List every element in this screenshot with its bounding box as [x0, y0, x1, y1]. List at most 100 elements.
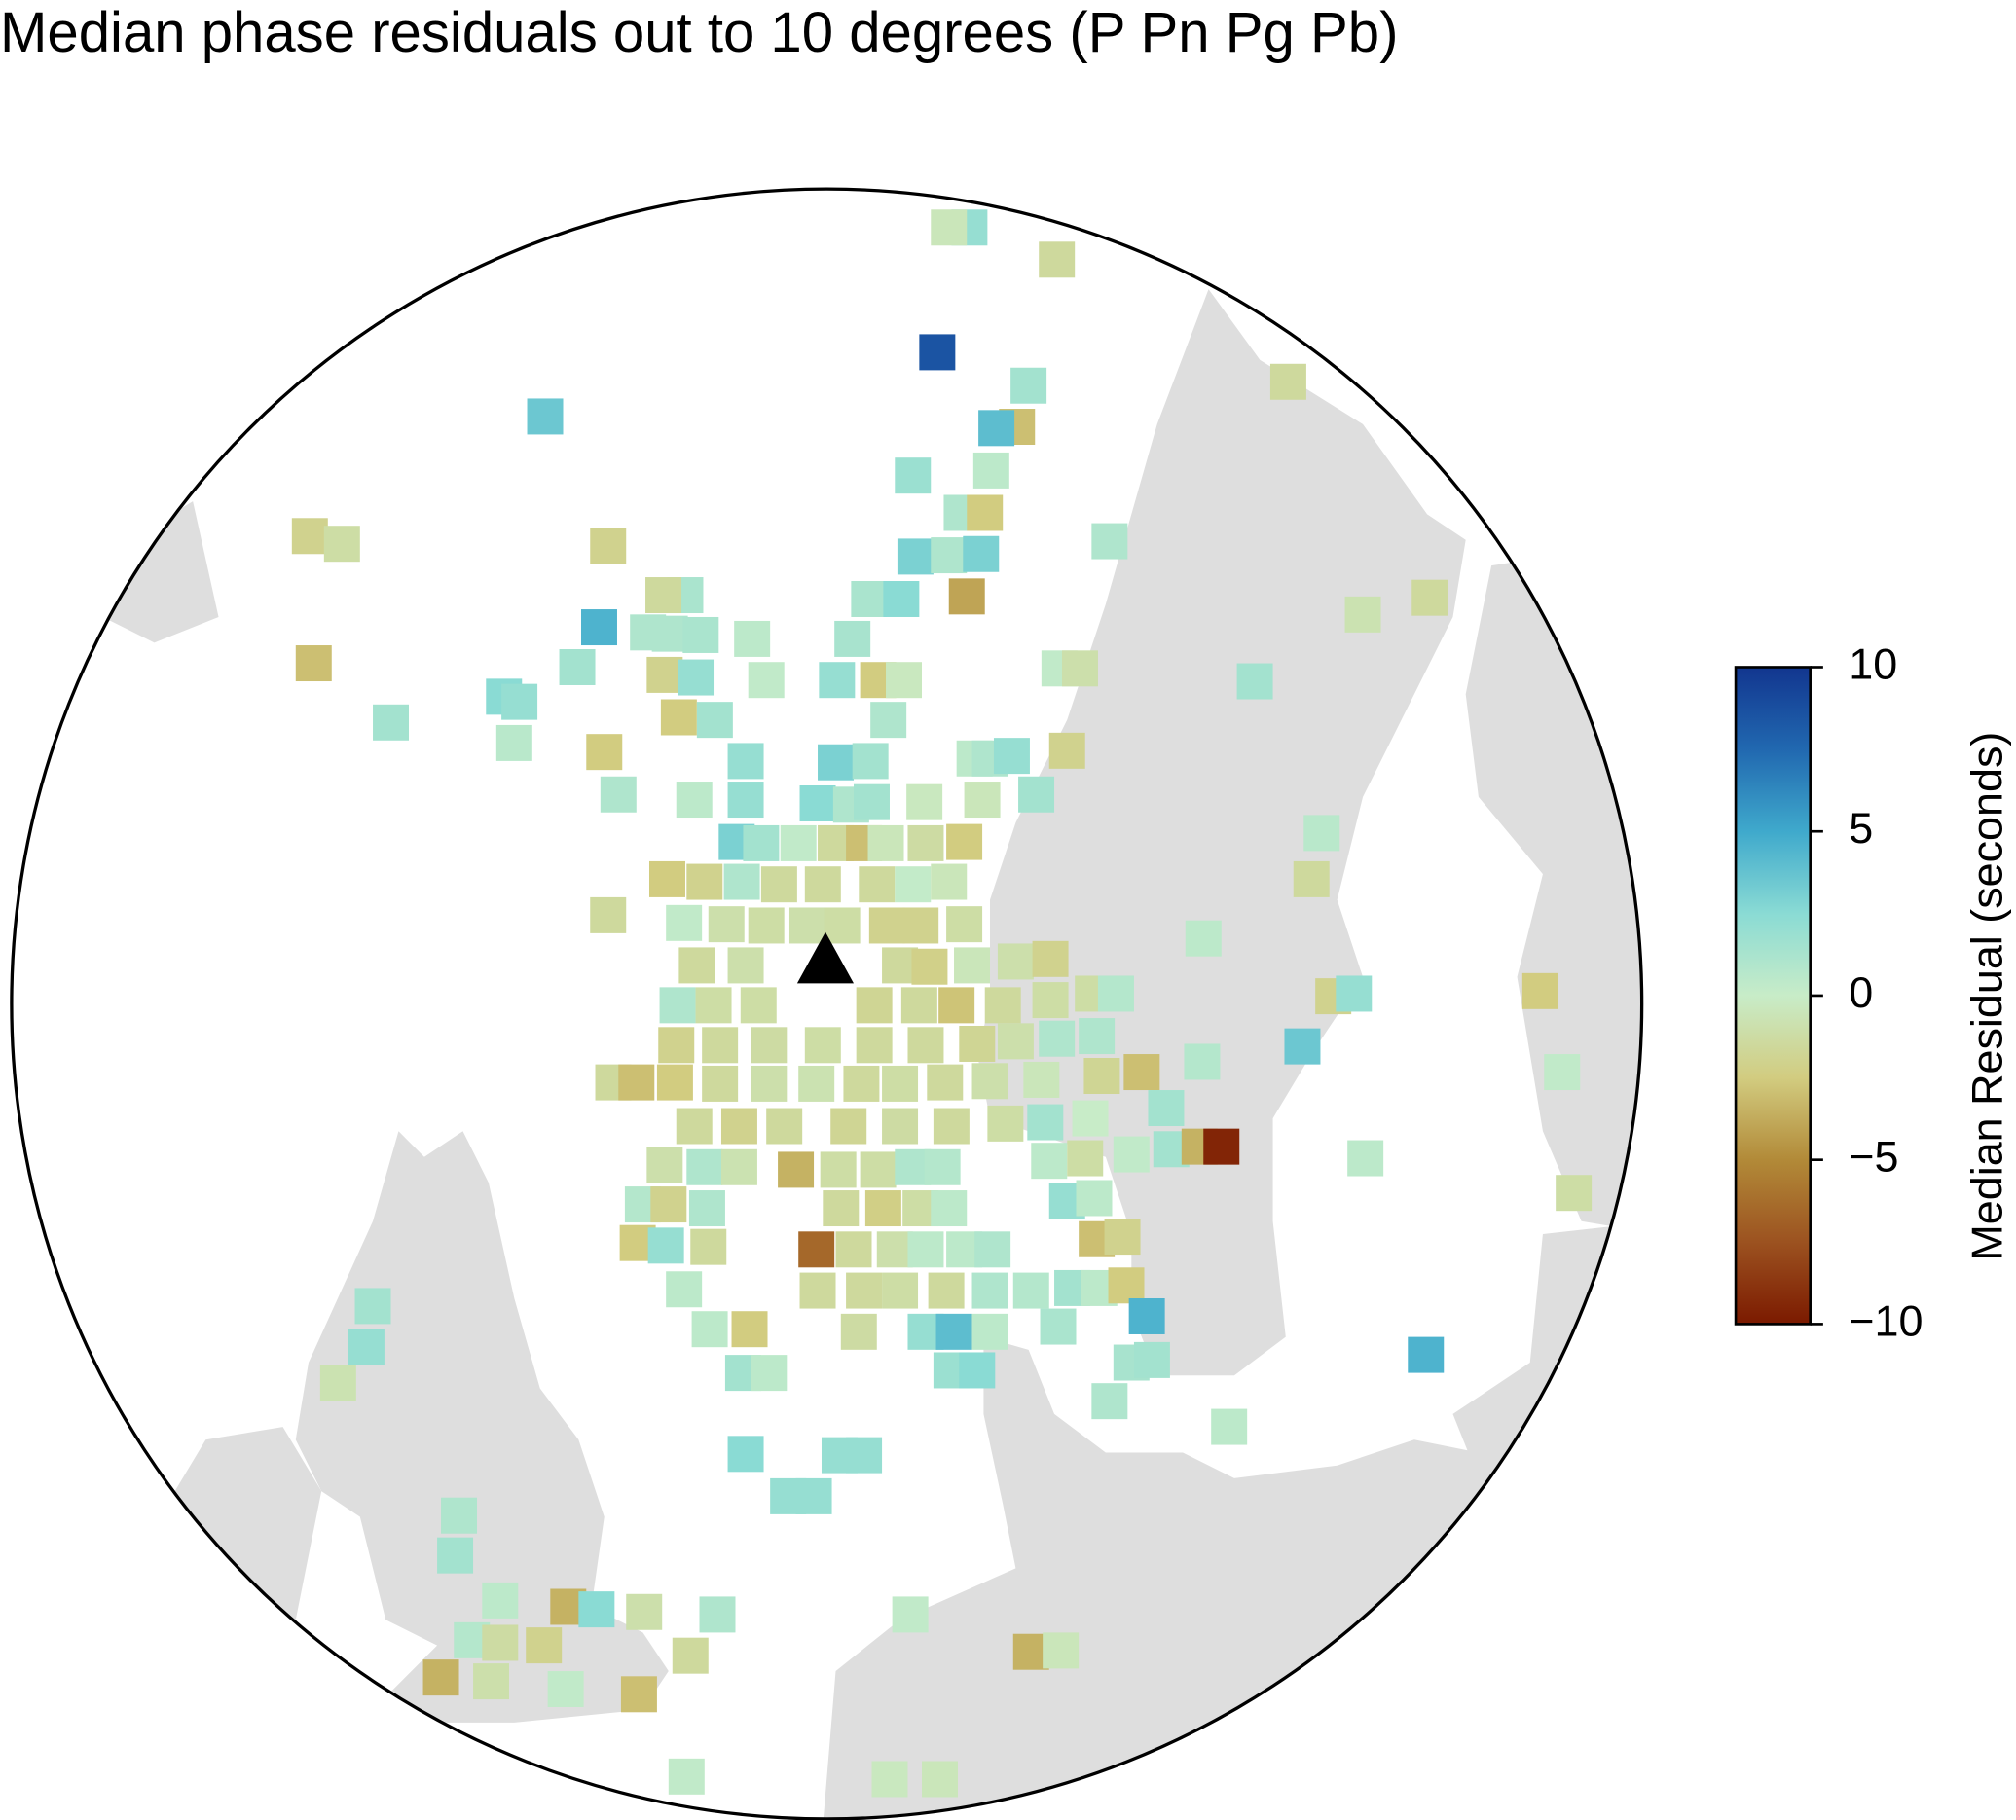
station-square: [1544, 1054, 1581, 1091]
station-square: [1347, 1140, 1384, 1177]
station-square: [751, 1027, 788, 1064]
station-square: [795, 1477, 832, 1514]
station-square: [984, 987, 1021, 1024]
station-square: [586, 734, 623, 771]
station-square: [682, 616, 719, 653]
station-square: [441, 1497, 478, 1534]
station-square: [748, 662, 785, 699]
station-square: [924, 1148, 961, 1185]
station-square: [323, 526, 360, 563]
colorbar-tick-label: 0: [1849, 967, 1873, 1017]
station-square: [501, 683, 538, 720]
colorbar-tick-label: −5: [1849, 1132, 1898, 1182]
station-square: [295, 645, 332, 682]
station-square: [1336, 975, 1373, 1012]
station-square: [954, 947, 991, 984]
station-square: [819, 662, 856, 699]
station-square: [1284, 1028, 1321, 1065]
station-square: [895, 457, 932, 494]
station-square: [720, 1108, 757, 1145]
station-square: [882, 1065, 919, 1102]
station-square: [886, 662, 923, 699]
station-square: [751, 1065, 788, 1102]
station-square: [946, 823, 983, 860]
station-square: [972, 452, 1009, 489]
station-square: [818, 744, 855, 781]
station-square: [646, 1147, 683, 1183]
station-square: [547, 1671, 584, 1708]
station-square: [1303, 815, 1340, 852]
station-square: [798, 1065, 835, 1102]
station-square: [590, 528, 627, 564]
station-square: [1269, 363, 1306, 400]
station-square: [1076, 1180, 1113, 1217]
station-square: [871, 1761, 908, 1798]
station-square: [931, 863, 968, 900]
station-square: [864, 1190, 901, 1227]
colorbar-tick-label: 10: [1849, 638, 1897, 688]
station-square: [688, 1190, 725, 1227]
station-square: [799, 1272, 836, 1309]
station-square: [1039, 241, 1076, 278]
station-square: [678, 659, 715, 696]
station-square: [997, 943, 1034, 980]
station-square: [482, 1582, 519, 1619]
station-square: [727, 947, 764, 984]
station-square: [1236, 663, 1273, 700]
station-square: [1072, 1100, 1109, 1137]
station-square: [967, 494, 1004, 531]
baltics: [1452, 1220, 1642, 1543]
station-square: [658, 1027, 695, 1064]
chart-title: Median phase residuals out to 10 degrees…: [0, 1, 1398, 64]
station-square: [1061, 650, 1098, 687]
station-square: [600, 776, 637, 813]
station-square: [856, 987, 893, 1024]
station-square: [892, 1596, 929, 1633]
station-square: [922, 1761, 958, 1798]
source-marker: [796, 931, 855, 984]
station-square: [699, 1596, 736, 1633]
station-square: [659, 987, 696, 1024]
station-square: [1032, 982, 1069, 1019]
station-square: [1203, 1128, 1240, 1165]
station-square: [931, 537, 968, 574]
station-square: [319, 1365, 356, 1401]
station-square: [1040, 1308, 1077, 1345]
station-square: [938, 987, 975, 1024]
station-square: [900, 987, 937, 1024]
station-square: [851, 580, 888, 617]
station-square: [373, 704, 410, 741]
station-square: [696, 702, 733, 739]
station-square: [1185, 920, 1222, 957]
station-square: [1344, 596, 1381, 633]
station-square: [823, 1190, 860, 1227]
station-square: [867, 824, 904, 861]
station-square: [876, 1231, 913, 1268]
station-square: [987, 1105, 1024, 1142]
station-square: [882, 1108, 919, 1145]
station-square: [734, 620, 771, 657]
station-square: [656, 1064, 693, 1101]
station-square: [1123, 1054, 1160, 1091]
colorbar: [1734, 666, 1812, 1326]
station-square: [870, 702, 907, 739]
station-square: [971, 1313, 1008, 1350]
station-square: [846, 1272, 883, 1309]
station-square: [835, 1231, 872, 1268]
station-square: [1133, 1341, 1170, 1378]
station-square: [820, 1151, 857, 1188]
station-square: [691, 1311, 728, 1348]
station-square: [708, 906, 745, 943]
station-square: [686, 1148, 723, 1185]
station-square: [993, 738, 1030, 775]
station-square: [971, 1063, 1008, 1100]
station-square: [672, 1637, 709, 1674]
colorbar-tick-label: −10: [1849, 1295, 1923, 1345]
station-square: [834, 620, 871, 657]
station-square: [852, 743, 889, 780]
iceland: [77, 501, 219, 643]
station-square: [859, 866, 896, 903]
station-square: [686, 863, 723, 900]
station-square: [695, 987, 732, 1024]
